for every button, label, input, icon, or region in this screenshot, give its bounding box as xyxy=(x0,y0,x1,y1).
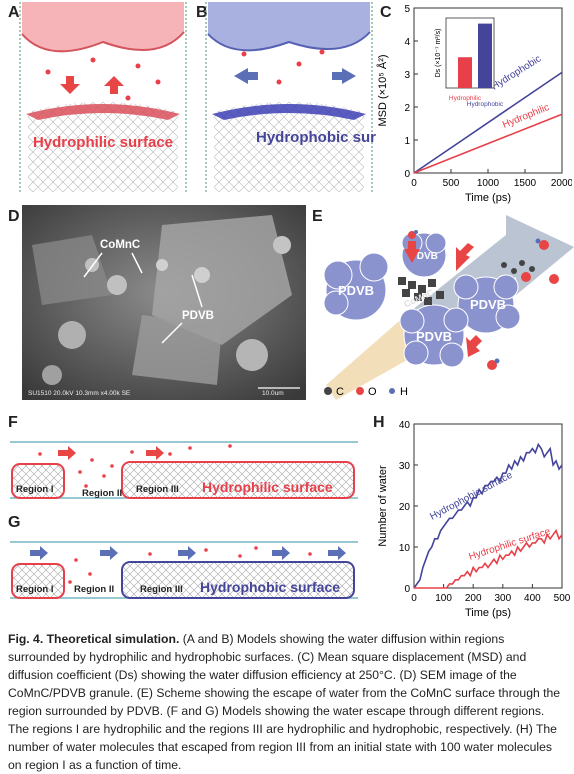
x-axis-label: Time (ps) xyxy=(465,192,511,204)
inset-category-label: Hydrophilic xyxy=(449,95,482,102)
y-tick-label: 0 xyxy=(404,169,410,180)
panel-label-c: C xyxy=(380,4,392,21)
panel-label-g: G xyxy=(8,514,21,531)
panel-a-surface-text: Hydrophilic surface xyxy=(33,134,173,151)
panel-label-b: B xyxy=(196,4,208,21)
panel-e-blob-2: PDVB xyxy=(410,251,438,262)
caption-body: (A and B) Models showing the water diffu… xyxy=(8,632,561,772)
y-tick-label: 2 xyxy=(404,103,410,114)
series-label: Hydrophobic xyxy=(490,53,543,92)
series-label: Hydrophobic surface xyxy=(428,470,515,523)
y-tick-label: 10 xyxy=(399,543,411,554)
panel-d-pdvb-callout: PDVB xyxy=(182,310,214,322)
panel-label-e: E xyxy=(312,208,323,225)
y-tick-label: 20 xyxy=(399,502,411,513)
x-tick-label: 2000 xyxy=(551,178,572,189)
panel-d-sem-image: CoMnC PDVB SU1510 20.0kV 10.3mm x4.00k S… xyxy=(22,205,306,400)
series-line-hydrophilic-surface xyxy=(414,528,563,589)
inset-y-axis-label: Ds (×10⁻⁷ m²/s) xyxy=(435,29,442,78)
x-tick-label: 1500 xyxy=(514,178,537,189)
x-tick-label: 100 xyxy=(435,593,452,604)
plot-frame xyxy=(413,423,563,589)
panel-d-sem-info: SU1510 20.0kV 10.3mm x4.00k SE xyxy=(28,390,131,397)
panel-label-a: A xyxy=(8,4,20,21)
panel-b-model: Hydrophobic surface xyxy=(205,2,376,192)
series-line-hydrophobic xyxy=(413,71,563,174)
panel-a-model: Hydrophilic surface xyxy=(19,2,187,192)
panel-e-scheme: PDVB PDVB PDVB PDVB CoMnC C O H xyxy=(323,215,574,400)
y-tick-label: 1 xyxy=(404,136,410,147)
panel-f-region-2: Region II xyxy=(82,488,122,499)
y-tick-label: 40 xyxy=(399,420,411,431)
figure-caption: Fig. 4. Theoretical simulation. (A and B… xyxy=(8,630,568,774)
panel-g-region-1: Region I xyxy=(16,584,53,595)
series-label: Hydrophilic surface xyxy=(468,526,553,563)
panel-e-blob-3: PDVB xyxy=(470,297,506,312)
panel-f-region-1: Region I xyxy=(16,484,53,495)
chart-c: 0 500 1000 1500 2000 0 1 2 3 4 5 Time (ps) MSD (×10⁵… xyxy=(376,4,572,204)
panel-f-surface-text: Hydrophilic surface xyxy=(202,479,333,495)
panel-label-f: F xyxy=(8,414,18,431)
x-tick-label: 300 xyxy=(494,593,511,604)
panel-g-region-3: Region III xyxy=(140,584,183,595)
panel-e-legend-h: H xyxy=(400,386,408,398)
panel-g-surface-text: Hydrophobic surface xyxy=(200,579,340,595)
panel-d-comnc-callout: CoMnC xyxy=(100,239,140,251)
panel-d-scale-bar: 10.0um xyxy=(262,390,284,397)
inset-bar-hydrophobic xyxy=(478,23,492,89)
y-tick-label: 30 xyxy=(399,461,411,472)
panel-b-surface-text: Hydrophobic surface xyxy=(256,129,376,146)
panel-g-region-2: Region II xyxy=(74,584,114,595)
series-line-hydrophilic xyxy=(413,113,563,174)
panel-f-model: Region I Region II Region III Hydrophili… xyxy=(10,441,358,499)
series-line-hydrophobic-surface xyxy=(413,442,563,589)
y-axis-label: Number of water xyxy=(377,465,389,547)
panel-label-h: H xyxy=(373,414,385,431)
x-tick-label: 500 xyxy=(554,593,571,604)
x-tick-label: 500 xyxy=(443,178,460,189)
x-tick-label: 400 xyxy=(524,593,541,604)
panel-label-d: D xyxy=(8,208,20,225)
inset-category-label: Hydrophobic xyxy=(467,101,504,108)
panel-e-legend-o: O xyxy=(368,386,377,398)
chart-h: 0 100 200 300 400 500 0 10 20 30 40 Time (ps) Number… xyxy=(377,420,571,619)
y-tick-label: 5 xyxy=(404,4,410,15)
panel-e-blob-1: PDVB xyxy=(338,283,374,298)
panel-g-model: Region I Region II Region III Hydrophobi… xyxy=(10,541,358,599)
x-axis-label: Time (ps) xyxy=(465,607,511,619)
series-label: Hydrophilic xyxy=(501,102,551,131)
x-tick-label: 0 xyxy=(411,178,417,189)
caption-title: Fig. 4. Theoretical simulation. xyxy=(8,632,180,646)
panel-f-region-3: Region III xyxy=(136,484,179,495)
panel-e-blob-4: PDVB xyxy=(416,329,452,344)
y-tick-label: 4 xyxy=(404,37,410,48)
x-tick-label: 200 xyxy=(465,593,482,604)
x-tick-label: 0 xyxy=(411,593,417,604)
panel-e-legend-c: C xyxy=(336,386,344,398)
y-axis-label: MSD (×10⁵ Å²) xyxy=(376,54,389,126)
inset-bar-hydrophilic xyxy=(458,57,472,88)
y-tick-label: 3 xyxy=(404,70,410,81)
y-tick-label: 0 xyxy=(404,584,410,595)
x-tick-label: 1000 xyxy=(477,178,500,189)
